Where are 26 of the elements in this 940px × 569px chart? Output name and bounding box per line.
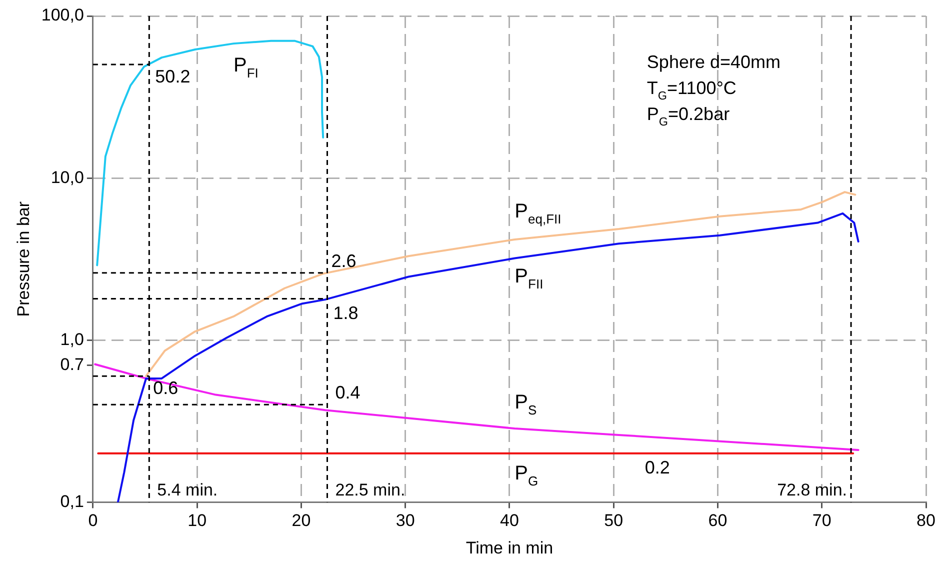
x-tick-label: 40 <box>500 511 519 530</box>
y-axis-title: Pressure in bar <box>14 201 33 317</box>
x-tick-label: 50 <box>604 511 624 530</box>
x-axis-title: Time in min <box>466 538 554 558</box>
x-tick-label: 20 <box>292 511 311 530</box>
annotation: 2.6 <box>331 250 356 271</box>
x-tick-label: 10 <box>188 511 207 530</box>
ref-line-label: 5.4 min. <box>157 480 218 500</box>
x-tick-label: 80 <box>916 511 936 530</box>
ref-line-label: 72.8 min. <box>777 480 848 500</box>
y-tick-label: 100,0 <box>41 6 84 25</box>
y-tick-label: 10,0 <box>50 168 84 187</box>
x-tick-label: 0 <box>88 511 98 530</box>
x-tick-label: 60 <box>708 511 728 530</box>
annotation: Sphere d=40mm <box>646 52 781 72</box>
y-tick-label: 0.7 <box>60 354 84 374</box>
annotation: 0.2 <box>644 457 670 478</box>
annotation: 0.4 <box>335 382 360 403</box>
ref-line-label: 22.5 min. <box>335 480 406 500</box>
annotation: 0.6 <box>153 378 178 398</box>
annotation: 50.2 <box>155 66 190 87</box>
annotation: 1.8 <box>333 302 358 323</box>
y-tick-label: 0,1 <box>60 492 84 511</box>
x-tick-label: 30 <box>396 511 415 530</box>
y-tick-label: 1,0 <box>60 330 84 349</box>
x-tick-label: 70 <box>812 511 832 530</box>
